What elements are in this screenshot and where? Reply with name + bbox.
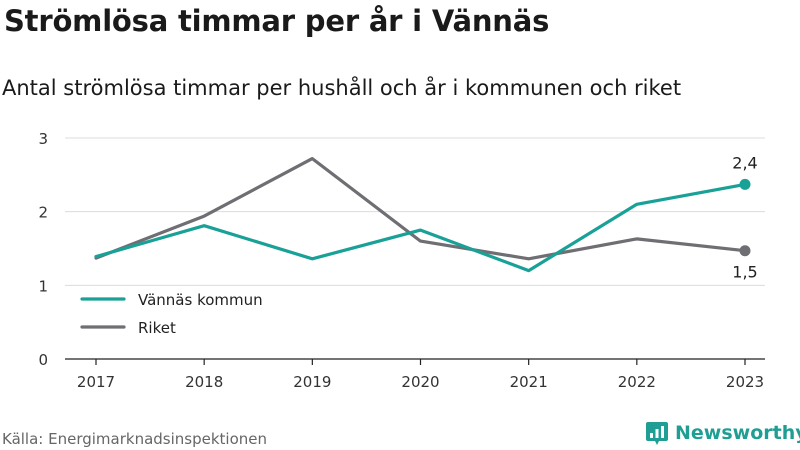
- x-tick-label: 2022: [618, 373, 656, 391]
- data-label-riket: 1,5: [732, 263, 757, 282]
- y-tick-label: 2: [38, 204, 48, 222]
- line-chart: 0 1 2 3 2017 2018 2019 2020 2021 2022 2023 2,4 1,5 Vä…: [38, 130, 765, 391]
- series-line-vannas: [94, 182, 747, 273]
- x-tick-label: 2020: [401, 373, 439, 391]
- chart-title: Strömlösa timmar per år i Vännäs: [4, 4, 550, 38]
- legend-label: Riket: [138, 319, 176, 337]
- brand-name: Newsworthy: [675, 422, 800, 444]
- x-tick-label: 2018: [185, 373, 223, 391]
- x-tick-label: 2021: [510, 373, 548, 391]
- x-tick-label: 2019: [293, 373, 331, 391]
- chart-subtitle: Antal strömlösa timmar per hushåll och å…: [2, 76, 682, 100]
- newsworthy-logo-icon: [646, 422, 668, 445]
- x-tick-label: 2023: [726, 373, 764, 391]
- series-end-point-vannas: [739, 178, 751, 190]
- y-tick-label: 3: [38, 130, 48, 148]
- source-note: Källa: Energimarknadsinspektionen: [2, 430, 268, 448]
- y-tick-label: 0: [38, 351, 48, 369]
- data-label-vannas: 2,4: [732, 153, 757, 172]
- legend-label: Vännäs kommun: [138, 291, 263, 309]
- series-end-point-riket: [739, 245, 751, 257]
- y-tick-label: 1: [38, 277, 48, 295]
- series-line-riket: [94, 157, 747, 261]
- brand[interactable]: Newsworthy: [645, 419, 800, 447]
- x-tick-label: 2017: [77, 373, 115, 391]
